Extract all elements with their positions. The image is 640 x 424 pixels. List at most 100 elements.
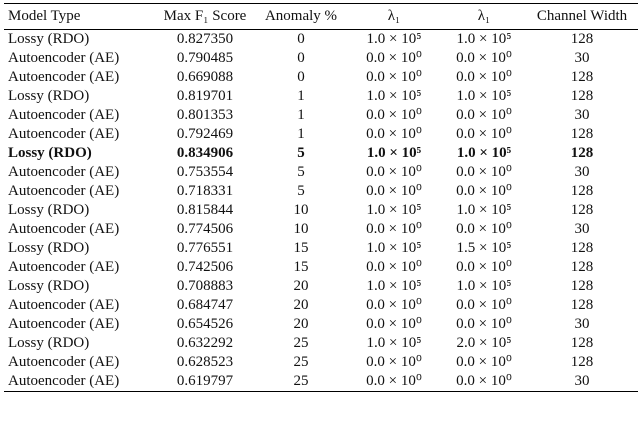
table-cell: 0.0 × 10⁰ [456, 107, 512, 123]
table-cell: 0.0 × 10⁰ [366, 126, 422, 142]
table-cell: 128 [570, 145, 594, 161]
table-row: Lossy (RDO) 0.834906 5 1.0 × 10⁵ 1.0 × 10⁵ 12… [4, 144, 638, 163]
table-cell: 128 [570, 240, 594, 256]
table-cell: 128 [570, 202, 594, 218]
table-cell: 5 [297, 164, 305, 180]
table-cell: 0 [297, 69, 305, 85]
table-cell: 1.0 × 10⁵ [366, 202, 422, 218]
table-row: Autoencoder (AE) 0.669088 0 0.0 × 10⁰ 0.0 × … [4, 68, 638, 87]
table-cell: 0.0 × 10⁰ [366, 50, 422, 66]
table-cell: 1.0 × 10⁵ [456, 88, 512, 104]
table-cell: 0.834906 [176, 145, 234, 161]
table-cell: 30 [574, 316, 590, 332]
table-cell: 0.628523 [176, 354, 234, 370]
table-cell: 0 [297, 31, 305, 47]
table-cell: 2.0 × 10⁵ [456, 335, 512, 351]
table-row: Autoencoder (AE) 0.654526 20 0.0 × 10⁰ 0.0 ×… [4, 315, 638, 334]
table-cell: 128 [570, 354, 594, 370]
table-cell: Autoencoder (AE) [8, 164, 120, 180]
header-cell: Anomaly % [256, 3, 346, 30]
table-cell: 0.684747 [176, 297, 234, 313]
table-cell: 5 [297, 183, 305, 199]
table-cell: 128 [570, 278, 594, 294]
table-row: Autoencoder (AE) 0.774506 10 0.0 × 10⁰ 0.0 ×… [4, 220, 638, 239]
table-cell: 0.0 × 10⁰ [366, 107, 422, 123]
table-row: Lossy (RDO) 0.632292 25 1.0 × 10⁵ 2.0 × 10⁵ 1… [4, 334, 638, 353]
table-cell: 25 [293, 354, 309, 370]
table-cell: 0.0 × 10⁰ [456, 221, 512, 237]
table-cell: 0.0 × 10⁰ [366, 221, 422, 237]
table-cell: 30 [574, 50, 590, 66]
table-cell: 0.0 × 10⁰ [442, 372, 526, 392]
table-cell: 0.776551 [176, 240, 234, 256]
table-row: Autoencoder (AE) 0.792469 1 0.0 × 10⁰ 0.0 × … [4, 125, 638, 144]
table-cell: 1.0 × 10⁵ [366, 335, 422, 351]
table-cell: Lossy (RDO) [8, 335, 90, 351]
table-row: Lossy (RDO) 0.819701 1 1.0 × 10⁵ 1.0 × 10⁵ 12… [4, 87, 638, 106]
table-cell: 128 [570, 31, 594, 47]
header-cell: Max F₁ Score [154, 3, 256, 30]
table-cell: 0.0 × 10⁰ [456, 69, 512, 85]
table-cell: Autoencoder (AE) [8, 69, 120, 85]
table-cell: Autoencoder (AE) [8, 354, 120, 370]
table-cell: 128 [570, 335, 594, 351]
table-cell: 128 [570, 88, 594, 104]
table-cell: 1.0 × 10⁵ [456, 202, 512, 218]
table-cell: Lossy (RDO) [8, 88, 90, 104]
table-cell: 0.0 × 10⁰ [456, 50, 512, 66]
header-cell: λ₁ [442, 3, 526, 30]
table-cell: 0.827350 [176, 31, 234, 47]
table-cell: 0.669088 [176, 69, 234, 85]
table-cell: 0.0 × 10⁰ [456, 164, 512, 180]
table-cell: 1.0 × 10⁵ [456, 31, 512, 47]
table-cell: 0.0 × 10⁰ [366, 164, 422, 180]
table-cell: 0.0 × 10⁰ [366, 354, 422, 370]
table-cell: Autoencoder (AE) [8, 259, 120, 275]
table-row: Autoencoder (AE) 0.742506 15 0.0 × 10⁰ 0.0 ×… [4, 258, 638, 277]
table-cell: Autoencoder (AE) [8, 183, 120, 199]
table-cell: 0.790485 [176, 50, 234, 66]
table-cell: 1 [297, 88, 305, 104]
table-cell: 1 [297, 107, 305, 123]
table-cell: 1 [297, 126, 305, 142]
table-cell: 0.708883 [176, 278, 234, 294]
table-cell: 1.0 × 10⁵ [366, 240, 422, 256]
table-cell: Autoencoder (AE) [8, 221, 120, 237]
table-cell: 0 [297, 50, 305, 66]
table-cell: 5 [297, 145, 305, 161]
table-row: Autoencoder (AE) 0.801353 1 0.0 × 10⁰ 0.0 × … [4, 106, 638, 125]
table-cell: Autoencoder (AE) [8, 107, 120, 123]
table-cell: 128 [570, 126, 594, 142]
table-cell: 0.654526 [176, 316, 234, 332]
table-row: Lossy (RDO) 0.827350 0 1.0 × 10⁵ 1.0 × 10⁵ 12… [4, 30, 638, 50]
table-cell: Autoencoder (AE) [8, 126, 120, 142]
header-cell: Model Type [4, 3, 154, 30]
table-cell: 0.0 × 10⁰ [456, 126, 512, 142]
table-cell: Lossy (RDO) [8, 240, 90, 256]
table-cell: 128 [570, 69, 594, 85]
table-cell: 1.0 × 10⁵ [366, 278, 422, 294]
table-cell: Lossy (RDO) [8, 31, 90, 47]
table-cell: 0.815844 [176, 202, 234, 218]
table-cell: 0.792469 [176, 126, 234, 142]
table-cell: 1.0 × 10⁵ [456, 145, 512, 161]
table-row: Lossy (RDO) 0.776551 15 1.0 × 10⁵ 1.5 × 10⁵ 1… [4, 239, 638, 258]
table-row: Autoencoder (AE) 0.718331 5 0.0 × 10⁰ 0.0 × … [4, 182, 638, 201]
table-cell: 1.0 × 10⁵ [366, 88, 422, 104]
table-cell: 0.0 × 10⁰ [346, 372, 442, 392]
table-cell: 0.0 × 10⁰ [366, 259, 422, 275]
table-cell: 1.5 × 10⁵ [456, 240, 512, 256]
results-table: Model Type Max F₁ Score Anomaly % λ₁ λ₁ Chann… [4, 3, 638, 392]
table-cell: 0.0 × 10⁰ [456, 316, 512, 332]
table-cell: 0.0 × 10⁰ [456, 259, 512, 275]
table-cell: Autoencoder (AE) [8, 50, 120, 66]
table-row: Autoencoder (AE) 0.753554 5 0.0 × 10⁰ 0.0 × … [4, 163, 638, 182]
table-cell: Autoencoder (AE) [4, 372, 154, 392]
table-cell: 15 [293, 259, 309, 275]
table-cell: 0.619797 [154, 372, 256, 392]
table-cell: 0.0 × 10⁰ [456, 297, 512, 313]
table-cell: 30 [526, 372, 638, 392]
table-body: Lossy (RDO) 0.827350 0 1.0 × 10⁵ 1.0 × 10⁵ 12… [4, 30, 638, 392]
table-cell: 0.0 × 10⁰ [366, 316, 422, 332]
